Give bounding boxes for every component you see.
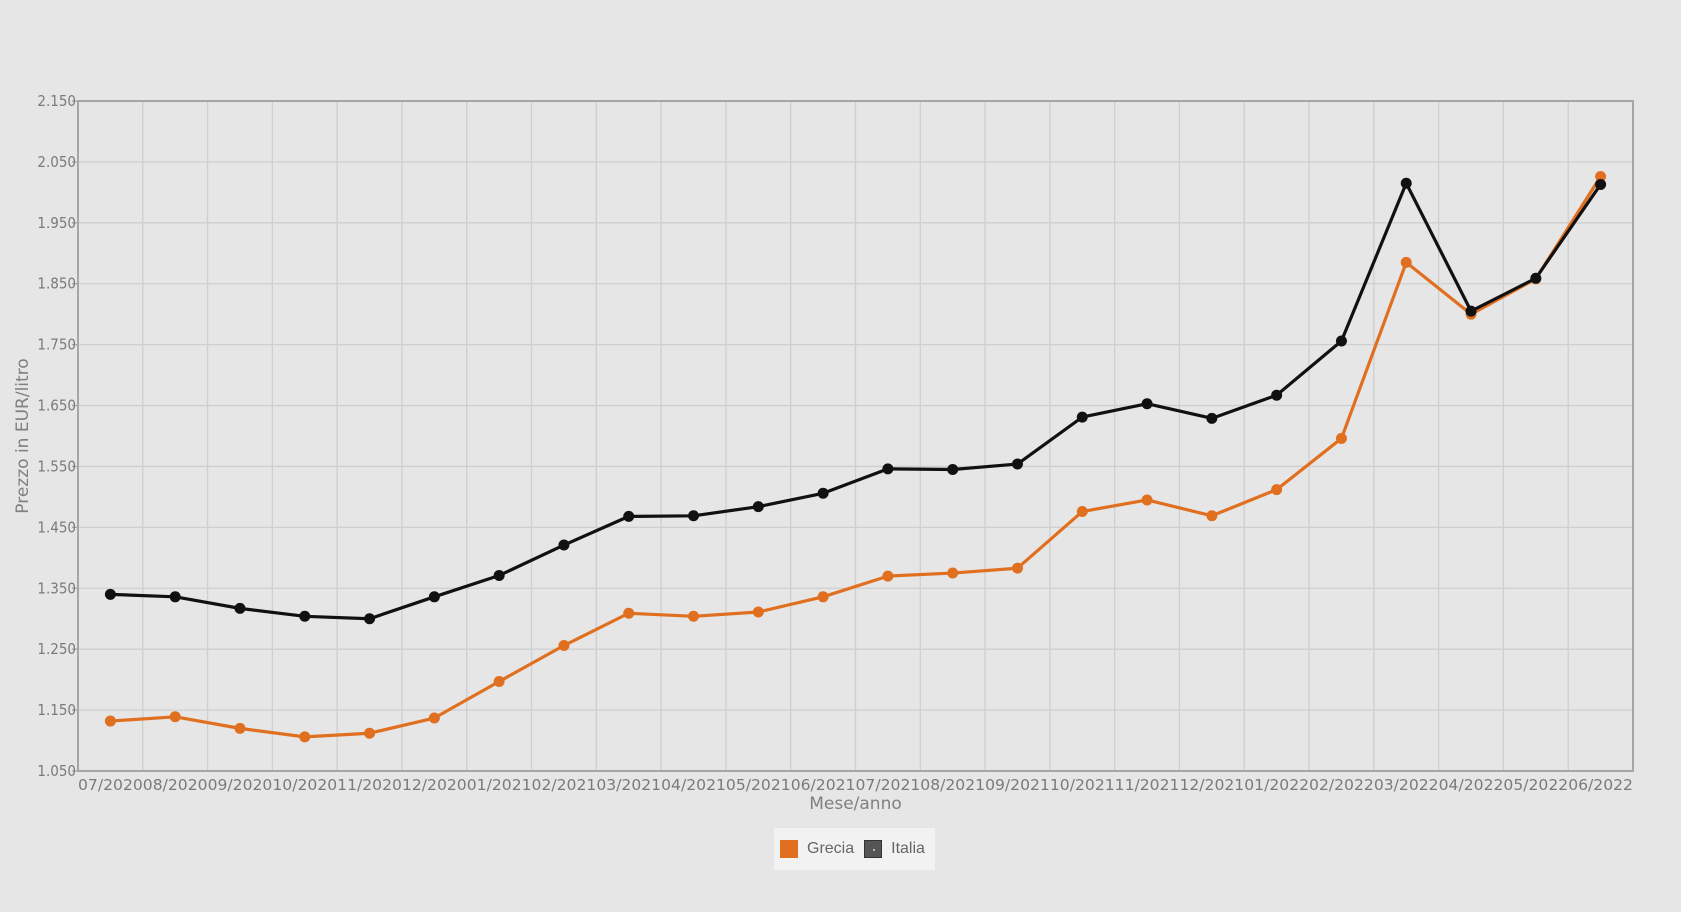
x-tick-label: 03/2022: [1374, 776, 1439, 794]
data-point[interactable]: [1271, 389, 1283, 401]
data-point[interactable]: [623, 510, 635, 522]
x-tick-label: 11/2020: [337, 776, 402, 794]
data-point[interactable]: [428, 712, 440, 724]
data-point[interactable]: [752, 501, 764, 513]
data-point[interactable]: [1271, 484, 1283, 496]
legend-label-italia: Italia: [891, 840, 925, 857]
x-tick-label: 01/2021: [467, 776, 532, 794]
data-point[interactable]: [1076, 506, 1088, 518]
x-tick-label: 07/2020: [78, 776, 143, 794]
data-point[interactable]: [299, 731, 311, 743]
data-point[interactable]: [1335, 432, 1347, 444]
data-point[interactable]: [169, 711, 181, 723]
data-point[interactable]: [169, 591, 181, 603]
x-tick-label: 05/2022: [1503, 776, 1568, 794]
series-line: [110, 175, 1602, 739]
data-point[interactable]: [1011, 458, 1023, 470]
data-point[interactable]: [299, 610, 311, 622]
x-tick-label: 10/2020: [272, 776, 337, 794]
data-point[interactable]: [623, 607, 635, 619]
x-tick-label: 01/2022: [1244, 776, 1309, 794]
legend-swatch-italia: [864, 840, 883, 858]
data-point[interactable]: [558, 640, 570, 652]
x-tick-label: 03/2021: [596, 776, 661, 794]
x-tick-label: 12/2021: [1179, 776, 1244, 794]
y-axis-ticks: 1.050 1.150 1.250 1.350 1.450 1.550 1.650 1.750…: [37, 92, 78, 780]
data-point[interactable]: [1465, 305, 1477, 317]
data-point[interactable]: [493, 569, 505, 581]
y-axis-title: Prezzo in EUR/litro: [13, 358, 33, 513]
x-tick-label: 09/2021: [985, 776, 1050, 794]
data-point[interactable]: [364, 727, 376, 739]
data-point[interactable]: [947, 464, 959, 475]
x-tick-label: 11/2021: [1115, 776, 1180, 794]
series-line: [110, 181, 1602, 621]
x-tick-label: 04/2021: [661, 776, 726, 794]
x-tick-label: 05/2021: [726, 776, 791, 794]
data-point[interactable]: [752, 606, 764, 618]
data-point[interactable]: [688, 610, 700, 622]
data-point[interactable]: [1335, 335, 1347, 347]
data-point[interactable]: [882, 463, 894, 475]
legend-item-italia[interactable]: Italia: [864, 840, 925, 858]
y-tick-label: 1.950: [37, 214, 76, 232]
y-tick-label: 2.150: [37, 92, 76, 110]
data-point[interactable]: [947, 567, 959, 579]
data-point[interactable]: [817, 591, 829, 603]
x-tick-label: 07/2021: [856, 776, 921, 794]
data-point[interactable]: [1206, 510, 1218, 522]
data-point[interactable]: [1206, 412, 1218, 424]
data-point[interactable]: [1530, 272, 1542, 284]
x-tick-label: 02/2021: [532, 776, 597, 794]
data-point[interactable]: [1141, 494, 1153, 506]
data-point[interactable]: [817, 487, 829, 499]
y-tick-label: 1.350: [37, 579, 76, 597]
data-point[interactable]: [1595, 171, 1607, 183]
y-tick-label: 1.750: [37, 336, 76, 354]
x-tick-label: 10/2021: [1050, 776, 1115, 794]
data-point[interactable]: [1076, 411, 1088, 423]
y-tick-label: 1.450: [37, 518, 76, 536]
series-italia: [104, 177, 1607, 625]
data-point[interactable]: [104, 715, 116, 727]
data-point[interactable]: [234, 602, 246, 614]
y-tick-label: 1.250: [37, 640, 76, 658]
data-point[interactable]: [493, 675, 505, 687]
data-point[interactable]: [428, 591, 440, 603]
x-axis-ticks: 07/2020 08/2020 09/2020 10/2020 11/2020 12/20…: [78, 776, 1633, 794]
y-tick-label: 1.850: [37, 275, 76, 293]
y-tick-label: 1.150: [37, 701, 76, 719]
data-point[interactable]: [1400, 256, 1412, 268]
x-tick-label: 12/2020: [402, 776, 467, 794]
x-tick-label: 08/2021: [920, 776, 985, 794]
y-tick-label: 2.050: [37, 153, 76, 171]
x-tick-label: 06/2022: [1568, 776, 1633, 794]
legend-label-grecia: Grecia: [807, 840, 855, 857]
series-lines: [104, 171, 1607, 743]
data-point[interactable]: [688, 510, 700, 522]
data-point[interactable]: [1400, 177, 1412, 189]
legend-item-grecia[interactable]: Grecia: [780, 840, 854, 858]
data-point[interactable]: [1011, 562, 1023, 574]
chart-legend: Grecia Italia: [774, 828, 935, 870]
x-tick-label: 04/2022: [1439, 776, 1504, 794]
y-tick-label: 1.550: [37, 457, 76, 475]
y-tick-label: 1.650: [37, 397, 76, 415]
data-point[interactable]: [1141, 398, 1153, 410]
x-tick-label: 02/2022: [1309, 776, 1374, 794]
legend-swatch-grecia: [780, 840, 798, 858]
data-point[interactable]: [882, 570, 894, 582]
y-tick-label: 1.050: [37, 762, 76, 780]
data-point[interactable]: [364, 613, 376, 625]
data-point[interactable]: [1595, 178, 1607, 190]
x-tick-label: 09/2020: [208, 776, 273, 794]
data-point[interactable]: [234, 722, 246, 734]
x-tick-label: 06/2021: [791, 776, 856, 794]
data-point[interactable]: [558, 539, 570, 551]
data-point[interactable]: [104, 588, 116, 600]
x-tick-label: 08/2020: [143, 776, 208, 794]
x-axis-title: Mese/anno: [809, 794, 902, 814]
